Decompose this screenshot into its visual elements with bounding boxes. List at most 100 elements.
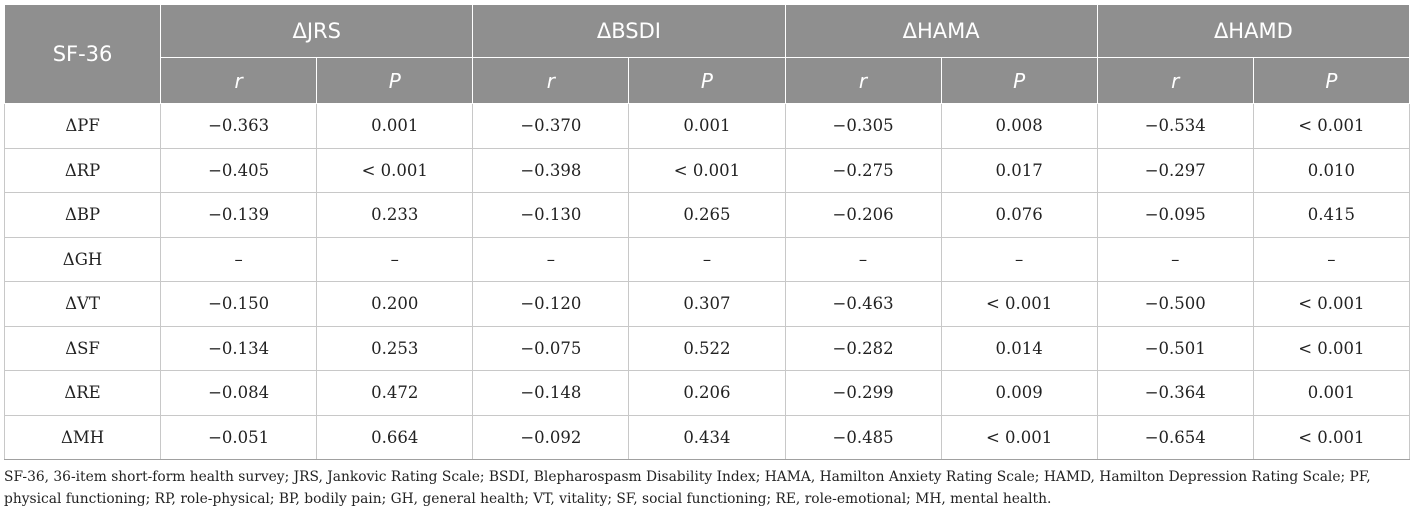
cell-p: 0.253: [316, 326, 474, 371]
cell-p: < 0.001: [1252, 103, 1411, 149]
subheader-p: P: [628, 57, 786, 104]
cell-p: < 0.001: [940, 281, 1098, 327]
cell-p: 0.265: [628, 192, 786, 238]
cell-r: −0.501: [1096, 326, 1254, 371]
cell-p: < 0.001: [1252, 415, 1411, 460]
table-row: ΔVT −0.150 0.200 −0.120 0.307 −0.463 < 0.001 −0…: [3, 281, 1411, 327]
cell-p: 0.307: [628, 281, 786, 327]
cell-r: −0.363: [160, 103, 318, 149]
table-row: ΔBP −0.139 0.233 −0.130 0.265 −0.206 0.076 −0.0…: [3, 192, 1411, 238]
row-label: ΔBP: [3, 192, 162, 238]
table-row: ΔMH −0.051 0.664 −0.092 0.434 −0.485 < 0.001 −0…: [3, 415, 1411, 460]
correlation-table: SF-36 ΔJRS ΔBSDI ΔHAMA ΔHAMD r P r P r P…: [3, 4, 1411, 460]
row-label: ΔRE: [3, 370, 162, 416]
cell-p: 0.001: [316, 103, 474, 149]
cell-p: 0.522: [628, 326, 786, 371]
cell-p: 0.206: [628, 370, 786, 416]
cell-r: −0.148: [472, 370, 630, 416]
cell-r: −0.485: [784, 415, 942, 460]
cell-p: 0.009: [940, 370, 1098, 416]
cell-r: −0.299: [784, 370, 942, 416]
cell-p: 0.415: [1252, 192, 1411, 238]
cell-r: −0.075: [472, 326, 630, 371]
subheader-p: P: [1252, 57, 1411, 104]
cell-r: −0.405: [160, 148, 318, 193]
cell-r: −0.092: [472, 415, 630, 460]
subheader-r: r: [160, 57, 318, 104]
cell-r: −0.130: [472, 192, 630, 238]
cell-r: –: [160, 237, 318, 282]
cell-r: −0.534: [1096, 103, 1254, 149]
cell-p: < 0.001: [316, 148, 474, 193]
cell-r: −0.134: [160, 326, 318, 371]
cell-r: −0.084: [160, 370, 318, 416]
cell-p: 0.017: [940, 148, 1098, 193]
row-label: ΔGH: [3, 237, 162, 282]
cell-p: –: [316, 237, 474, 282]
cell-p: 0.200: [316, 281, 474, 327]
row-label: ΔRP: [3, 148, 162, 193]
cell-p: –: [628, 237, 786, 282]
cell-p: < 0.001: [940, 415, 1098, 460]
table-row: ΔRP −0.405 < 0.001 −0.398 < 0.001 −0.275 0.017…: [3, 148, 1411, 193]
group-header-bsdi: ΔBSDI: [472, 4, 786, 58]
cell-p: 0.008: [940, 103, 1098, 149]
subheader-r: r: [1096, 57, 1254, 104]
group-header-jrs: ΔJRS: [160, 4, 474, 58]
cell-p: 0.434: [628, 415, 786, 460]
table-row: ΔGH – – – – – – – –: [3, 237, 1411, 282]
cell-r: −0.654: [1096, 415, 1254, 460]
cell-r: −0.282: [784, 326, 942, 371]
header-row-stats: r P r P r P r P: [5, 57, 1411, 104]
subheader-r: r: [472, 57, 630, 104]
cell-p: < 0.001: [628, 148, 786, 193]
cell-r: −0.297: [1096, 148, 1254, 193]
cell-p: 0.233: [316, 192, 474, 238]
group-header-hama: ΔHAMA: [784, 4, 1098, 58]
row-label: ΔPF: [3, 103, 162, 149]
cell-p: 0.014: [940, 326, 1098, 371]
cell-r: −0.206: [784, 192, 942, 238]
cell-r: −0.364: [1096, 370, 1254, 416]
cell-r: −0.370: [472, 103, 630, 149]
cell-p: 0.001: [628, 103, 786, 149]
cell-r: −0.305: [784, 103, 942, 149]
subheader-r: r: [784, 57, 942, 104]
header-row-groups: SF-36 ΔJRS ΔBSDI ΔHAMA ΔHAMD: [3, 4, 1411, 104]
table-row: ΔSF −0.134 0.253 −0.075 0.522 −0.282 0.014 −0.5…: [3, 326, 1411, 371]
cell-p: 0.010: [1252, 148, 1411, 193]
corner-header: SF-36: [3, 4, 162, 104]
cell-r: –: [1096, 237, 1254, 282]
row-label: ΔSF: [3, 326, 162, 371]
cell-r: −0.398: [472, 148, 630, 193]
row-label: ΔMH: [3, 415, 162, 460]
cell-p: < 0.001: [1252, 281, 1411, 327]
table-container: SF-36 ΔJRS ΔBSDI ΔHAMA ΔHAMD r P r P r P…: [3, 4, 1411, 510]
table-header: SF-36 ΔJRS ΔBSDI ΔHAMA ΔHAMD r P r P r P…: [3, 4, 1411, 104]
cell-r: −0.500: [1096, 281, 1254, 327]
subheader-p: P: [940, 57, 1098, 104]
table-row: ΔRE −0.084 0.472 −0.148 0.206 −0.299 0.009 −0.3…: [3, 370, 1411, 416]
cell-r: –: [784, 237, 942, 282]
cell-p: –: [940, 237, 1098, 282]
table-row: ΔPF −0.363 0.001 −0.370 0.001 −0.305 0.008 −0.5…: [3, 103, 1411, 149]
subheader-p: P: [316, 57, 474, 104]
cell-r: −0.463: [784, 281, 942, 327]
cell-r: −0.051: [160, 415, 318, 460]
cell-p: < 0.001: [1252, 326, 1411, 371]
group-header-hamd: ΔHAMD: [1096, 4, 1411, 58]
cell-p: 0.472: [316, 370, 474, 416]
cell-r: –: [472, 237, 630, 282]
table-footnote: SF-36, 36-item short-form health survey;…: [4, 469, 1371, 507]
cell-r: −0.120: [472, 281, 630, 327]
row-label: ΔVT: [3, 281, 162, 327]
table-body: ΔPF −0.363 0.001 −0.370 0.001 −0.305 0.008 −0.5…: [3, 103, 1411, 460]
cell-r: −0.095: [1096, 192, 1254, 238]
cell-r: −0.275: [784, 148, 942, 193]
cell-r: −0.150: [160, 281, 318, 327]
cell-p: –: [1252, 237, 1411, 282]
cell-p: 0.664: [316, 415, 474, 460]
cell-r: −0.139: [160, 192, 318, 238]
cell-p: 0.001: [1252, 370, 1411, 416]
cell-p: 0.076: [940, 192, 1098, 238]
